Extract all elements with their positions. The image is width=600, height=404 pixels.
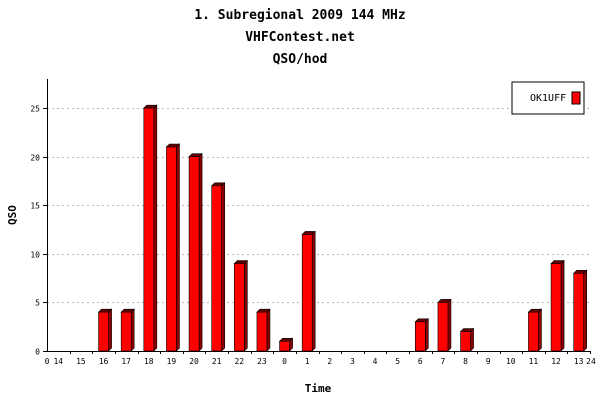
bar-side <box>221 182 225 352</box>
x-tick-label: 4 <box>373 357 378 366</box>
x-tick-label: 3 <box>350 357 355 366</box>
bar-12 <box>550 259 565 352</box>
x-tick-label: 1 <box>305 357 310 366</box>
bar-16 <box>97 308 113 352</box>
legend-swatch <box>571 91 581 105</box>
x-axis-label: Time <box>305 382 332 395</box>
axes <box>43 79 591 354</box>
x-tick-label: 21 <box>212 357 222 366</box>
bar-front <box>301 234 313 352</box>
bar-front <box>550 263 562 352</box>
x-tick-label: 22 <box>234 357 244 366</box>
bar-11 <box>527 308 543 352</box>
x-tick-label: 15 <box>76 357 86 366</box>
x-tick-label: 16 <box>99 357 109 366</box>
y-axis-label: QSO <box>6 205 19 225</box>
bar-6 <box>414 318 430 352</box>
bar-front <box>166 146 177 352</box>
legend-series-label: OK1UFF <box>530 93 566 104</box>
bar-19 <box>165 143 181 352</box>
x-tick-label: 0 <box>282 357 287 366</box>
x-tick-label: 12 <box>551 357 561 366</box>
x-tick-label: 20 <box>189 357 199 366</box>
x-tick-label: 19 <box>167 357 177 366</box>
x-tick-label: 23 <box>257 357 267 366</box>
bar-front <box>234 263 245 352</box>
bar-front <box>573 272 584 352</box>
bar-front <box>415 321 426 352</box>
bar-side <box>198 152 203 352</box>
x-tick-label: 6 <box>418 357 423 366</box>
x-tick-label: 7 <box>441 357 446 366</box>
bar-side <box>447 298 452 352</box>
bar-22 <box>233 259 249 352</box>
chart-subtitle: VHFContest.net <box>245 30 355 45</box>
y-tick-label: 5 <box>35 299 40 308</box>
y-tick-label: 10 <box>30 251 40 260</box>
bar-front <box>211 185 222 352</box>
x-tick-label: 10 <box>506 357 516 366</box>
legend-box <box>511 81 585 115</box>
x-tick-label: 17 <box>121 357 131 366</box>
x-axis-end-label: 24 <box>586 357 596 366</box>
x-axis-start-label: 0 <box>45 357 50 366</box>
bar-front <box>437 302 449 352</box>
bar-side <box>560 259 565 352</box>
bar-0 <box>278 337 294 352</box>
bar-21 <box>210 182 226 352</box>
bar-17 <box>120 308 135 352</box>
bars <box>97 104 588 352</box>
bar-side <box>470 327 474 352</box>
bar-front <box>143 107 155 352</box>
x-tick-label: 2 <box>327 357 332 366</box>
bar-18 <box>143 104 158 352</box>
bar-front <box>256 311 268 352</box>
y-tick-label: 25 <box>30 105 40 114</box>
x-tick-label: 13 <box>574 357 584 366</box>
bar-23 <box>256 308 271 352</box>
bar-side <box>176 143 180 352</box>
y-tick-label: 20 <box>30 154 40 163</box>
bar-8 <box>459 327 475 352</box>
bar-side <box>425 318 429 352</box>
bar-front <box>98 311 109 352</box>
bar-front <box>528 311 539 352</box>
bar-side <box>108 308 112 352</box>
chart-subtitle-2: QSO/hod <box>273 52 328 67</box>
bar-front <box>188 156 200 352</box>
bar-side <box>538 308 542 352</box>
bar-7 <box>437 298 452 352</box>
bar-1 <box>301 230 316 352</box>
y-tick-label: 15 <box>30 202 40 211</box>
bar-20 <box>188 152 203 352</box>
bar-front <box>460 331 471 352</box>
bar-side <box>583 269 587 352</box>
bar-side <box>266 308 271 352</box>
chart-title: 1. Subregional 2009 144 MHz <box>194 8 405 23</box>
bar-side <box>244 259 248 352</box>
x-tick-label: 11 <box>529 357 539 366</box>
bar-side <box>311 230 316 352</box>
legend: OK1UFF <box>511 81 585 115</box>
bar-front <box>279 340 290 352</box>
y-tick-label: 0 <box>35 348 40 357</box>
bar-side <box>153 104 158 352</box>
bar-front <box>120 311 132 352</box>
grid-lines <box>47 108 590 303</box>
x-tick-label: 8 <box>463 357 468 366</box>
x-tick-label: 9 <box>486 357 491 366</box>
bar-side <box>130 308 135 352</box>
bar-13 <box>572 269 588 352</box>
x-tick-label: 5 <box>395 357 400 366</box>
x-tick-label: 14 <box>53 357 63 366</box>
x-tick-label: 18 <box>144 357 154 366</box>
